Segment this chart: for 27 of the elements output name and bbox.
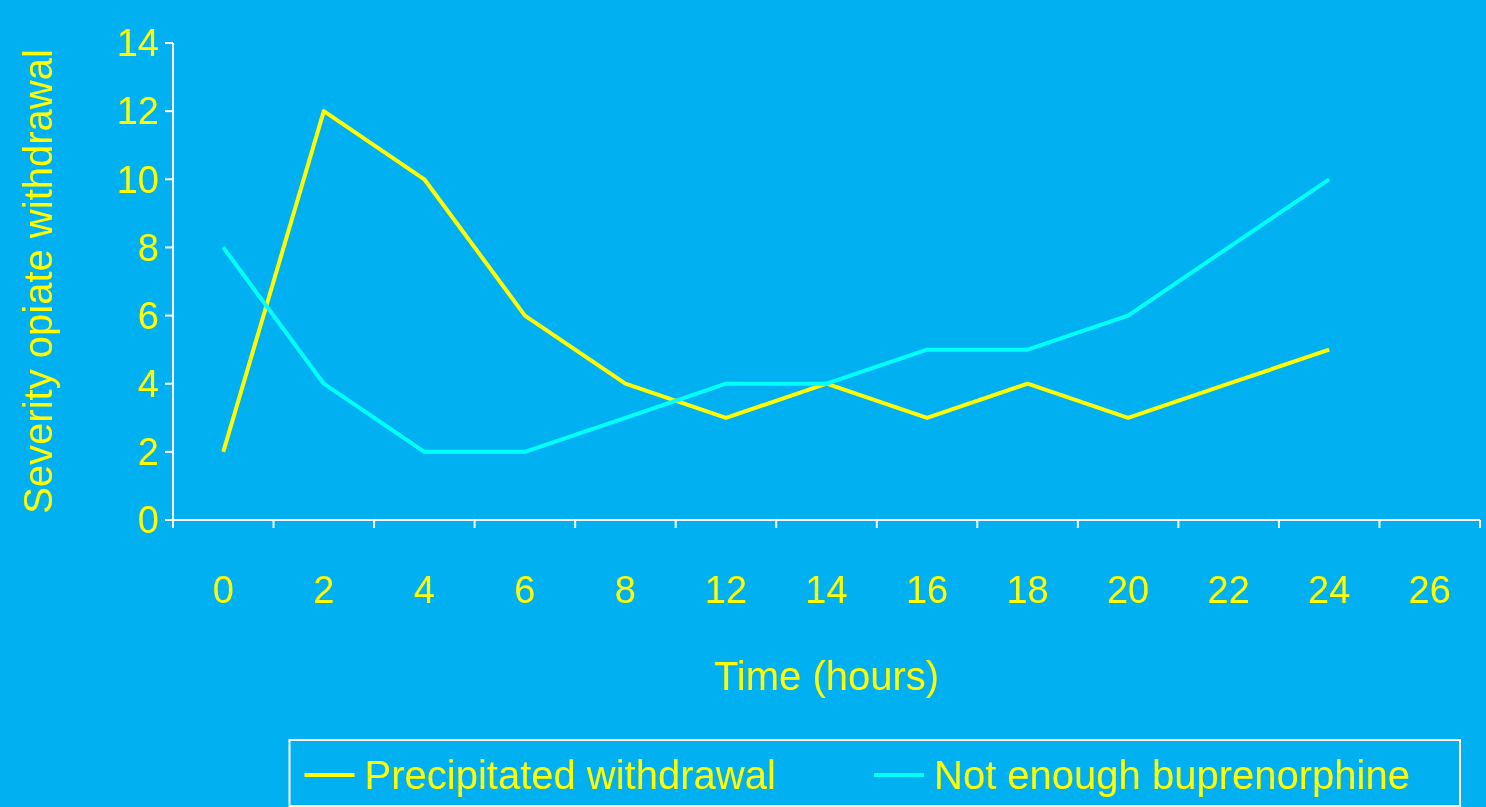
- x-tick-label: 0: [212, 569, 234, 611]
- legend-label: Not enough buprenorphine: [934, 753, 1410, 797]
- y-tick-label: 6: [137, 294, 159, 337]
- x-tick-label: 24: [1308, 569, 1351, 611]
- x-tick-label: 16: [905, 569, 949, 611]
- x-axis-title: Time (hours): [713, 654, 940, 698]
- y-tick-label: 12: [116, 90, 159, 133]
- x-tick-label: 20: [1106, 569, 1150, 611]
- x-tick-label: 2: [313, 569, 335, 611]
- x-tick-label: 26: [1408, 569, 1451, 611]
- y-tick-label: 8: [137, 226, 159, 269]
- y-tick-label: 4: [137, 363, 159, 406]
- x-tick-label: 12: [704, 569, 748, 611]
- x-tick-label: 8: [614, 569, 636, 611]
- y-tick-label: 10: [116, 158, 159, 201]
- y-tick-label: 2: [137, 431, 159, 474]
- x-tick-label: 14: [805, 569, 848, 611]
- line-series: [221, 177, 1332, 454]
- y-tick-label: 14: [116, 22, 159, 65]
- x-tick-label: 4: [413, 569, 435, 611]
- legend-label: Precipitated withdrawal: [364, 753, 776, 797]
- y-tick-label: 0: [137, 499, 159, 542]
- x-tick-label: 22: [1207, 569, 1250, 611]
- line-series: [221, 109, 1332, 454]
- x-tick-label: 6: [514, 569, 536, 611]
- y-axis-title: Severity opiate withdrawal: [16, 49, 60, 514]
- x-tick-label: 18: [1006, 569, 1049, 611]
